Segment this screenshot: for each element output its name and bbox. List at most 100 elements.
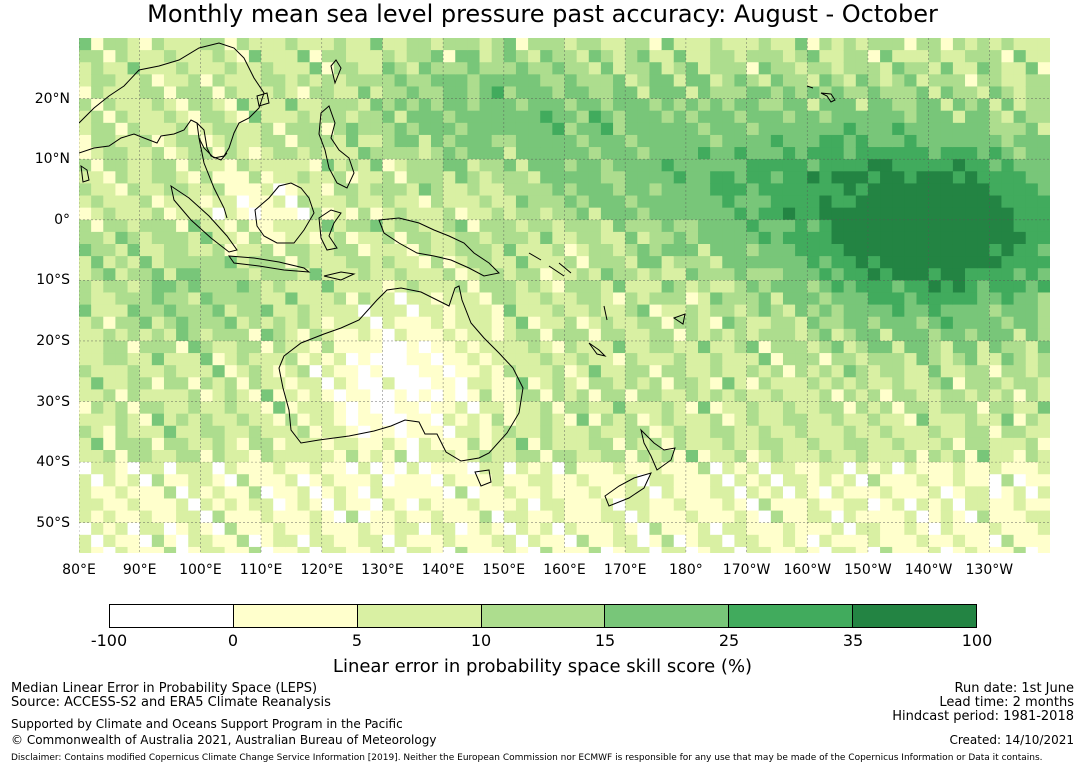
skill-cell	[831, 110, 845, 124]
skill-cell	[406, 134, 420, 148]
skill-cell	[807, 546, 820, 553]
skill-cell	[977, 328, 990, 342]
skill-cell	[855, 340, 869, 354]
skill-cell	[710, 244, 723, 257]
skill-cell	[261, 486, 274, 499]
skill-cell	[321, 195, 335, 209]
skill-cell	[188, 74, 201, 87]
skill-cell	[503, 195, 517, 209]
skill-cell	[661, 122, 675, 136]
skill-cell	[540, 134, 553, 148]
skill-cell	[965, 353, 978, 366]
skill-cell	[746, 256, 760, 269]
skill-cell	[139, 98, 153, 112]
skill-cell	[867, 474, 881, 487]
skill-cell	[552, 316, 565, 330]
skill-cell	[613, 462, 626, 475]
skill-cell	[79, 353, 92, 366]
skill-cell	[722, 231, 735, 245]
skill-cell	[467, 50, 481, 63]
skill-cell	[491, 425, 505, 439]
skill-cell	[455, 231, 468, 245]
skill-cell	[358, 110, 371, 124]
skill-cell	[212, 62, 226, 75]
skill-cell	[176, 244, 189, 257]
skill-cell	[600, 546, 614, 553]
skill-cell	[1001, 522, 1015, 536]
skill-cell	[115, 268, 129, 281]
skill-cell	[576, 86, 590, 100]
skill-cell	[224, 38, 238, 51]
skill-cell	[904, 425, 917, 439]
skill-cell	[734, 231, 748, 245]
skill-cell	[479, 171, 493, 184]
skill-cell	[637, 183, 650, 197]
skill-cell	[103, 462, 116, 475]
skill-cell	[952, 256, 966, 269]
skill-cell	[321, 256, 335, 269]
skill-cell	[989, 219, 1002, 233]
skill-cell	[880, 546, 893, 553]
skill-cell	[952, 98, 966, 112]
skill-cell	[588, 437, 602, 451]
skill-cell	[588, 280, 602, 293]
skill-cell	[722, 62, 735, 75]
skill-cell	[1025, 183, 1039, 197]
skill-cell	[843, 244, 857, 257]
skill-cell	[734, 38, 748, 51]
skill-cell	[309, 316, 323, 330]
skill-cell	[758, 389, 772, 403]
skill-cell	[710, 425, 723, 439]
skill-cell	[346, 377, 359, 390]
skill-cell	[613, 340, 626, 354]
skill-cell	[540, 546, 553, 553]
skill-cell	[843, 474, 857, 487]
skill-cell	[406, 207, 420, 221]
skill-cell	[503, 292, 517, 306]
skill-cell	[248, 498, 262, 512]
coastline-nz-south	[604, 472, 652, 507]
skill-cell	[309, 207, 323, 221]
skill-cell	[770, 474, 784, 487]
skill-cell	[163, 389, 177, 403]
skill-cell	[528, 510, 541, 524]
skill-cell	[916, 437, 930, 451]
skill-cell	[637, 401, 650, 415]
colorbar-tick-label: 0	[227, 631, 239, 650]
skill-cell	[661, 316, 675, 330]
skill-cell	[333, 147, 347, 160]
skill-cell	[843, 486, 857, 499]
skill-cell	[685, 425, 699, 439]
skill-cell	[649, 377, 663, 390]
skill-cell	[734, 98, 748, 112]
skill-cell	[430, 183, 444, 197]
skill-cell	[151, 401, 165, 415]
skill-cell	[758, 122, 772, 136]
skill-cell	[467, 401, 481, 415]
skill-cell	[188, 38, 201, 51]
skill-cell	[491, 86, 505, 100]
skill-cell	[224, 195, 238, 209]
skill-cell	[430, 304, 444, 318]
skill-cell	[176, 50, 189, 63]
skill-cell	[673, 231, 687, 245]
skill-cell	[382, 183, 396, 197]
skill-cell	[346, 546, 359, 553]
skill-cell	[273, 134, 286, 148]
skill-cell	[649, 474, 663, 487]
skill-cell	[467, 171, 481, 184]
skill-cell	[1013, 50, 1027, 63]
skill-cell	[1013, 304, 1027, 318]
skill-cell	[224, 534, 238, 548]
skill-cell	[443, 377, 456, 390]
skill-cell	[831, 195, 845, 209]
skill-cell	[273, 62, 286, 75]
skill-cell	[491, 462, 505, 475]
skill-cell	[358, 498, 371, 512]
skill-cell	[952, 292, 966, 306]
skill-cell	[1001, 340, 1015, 354]
skill-cell	[176, 207, 189, 221]
skill-cell	[200, 219, 214, 233]
skill-cell	[406, 147, 420, 160]
skill-cell	[443, 522, 456, 536]
